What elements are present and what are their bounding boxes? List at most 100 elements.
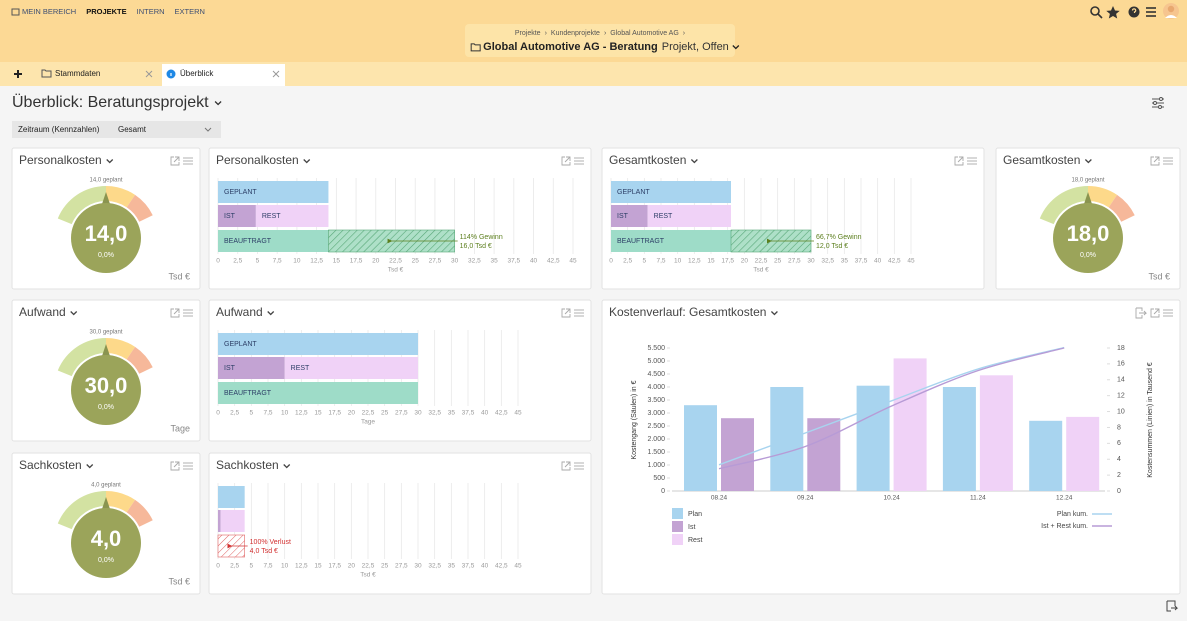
gauge-needle xyxy=(102,192,110,204)
gauge-unit: Tsd € xyxy=(168,271,190,281)
widget-settings-icon[interactable] xyxy=(183,462,193,470)
y-tick-label: 2.500 xyxy=(647,423,665,430)
x-tick-label: 20 xyxy=(348,563,356,570)
x-tick-label: 10 xyxy=(281,563,289,570)
y-tick-label: 0 xyxy=(661,488,665,495)
widget-open-icon[interactable] xyxy=(1150,156,1160,166)
nav-item[interactable]: PROJEKTE xyxy=(86,7,126,16)
x-tick-label: 37,5 xyxy=(462,563,475,570)
x-tick-label: 0 xyxy=(216,258,220,265)
tab-active[interactable] xyxy=(162,64,285,86)
page-settings-icon[interactable] xyxy=(1152,97,1164,109)
x-tick-label: 0 xyxy=(609,258,613,265)
widget-title: Aufwand xyxy=(216,305,263,319)
tab-close[interactable] xyxy=(145,70,153,78)
bar-label: REST xyxy=(291,365,310,372)
add-tab[interactable] xyxy=(14,70,22,78)
breadcrumb-item[interactable]: Kundenprojekte xyxy=(551,30,600,37)
widget-open-icon[interactable] xyxy=(561,156,571,166)
gauge-dial xyxy=(71,203,141,273)
x-tick-label: 35 xyxy=(448,410,456,417)
widget-open-icon[interactable] xyxy=(170,156,180,166)
widget-open-icon[interactable] xyxy=(561,308,571,318)
y2-tick-label: 10 xyxy=(1117,408,1125,415)
widget-settings-icon[interactable] xyxy=(574,309,584,317)
x-tick-label: 12,5 xyxy=(310,258,323,265)
gauge-needle xyxy=(102,344,110,356)
x-tick-label: 15 xyxy=(314,410,322,417)
widget-settings-icon[interactable] xyxy=(967,157,977,165)
widget-settings-icon[interactable] xyxy=(1163,309,1173,317)
x-axis-unit: Tsd € xyxy=(753,267,769,274)
x-tick-label: 30 xyxy=(451,258,459,265)
x-tick-label: 37,5 xyxy=(855,258,868,265)
gauge-value: 18,0 xyxy=(1067,221,1110,246)
widget-card xyxy=(208,452,592,595)
x-tick-label: 42,5 xyxy=(495,410,508,417)
x-tick-label: 7,5 xyxy=(263,563,272,570)
page-title: Überblick: Beratungsprojekt xyxy=(12,93,209,111)
gauge-value: 14,0 xyxy=(85,221,128,246)
widget-settings-icon[interactable] xyxy=(1163,157,1173,165)
widget-open-icon[interactable] xyxy=(170,461,180,471)
gauge-value: 30,0 xyxy=(85,373,128,398)
chevron-icon xyxy=(732,45,740,50)
bar-label: BEAUFTRAGT xyxy=(224,390,272,397)
widget-settings-icon[interactable] xyxy=(183,309,193,317)
gauge-band-yellow xyxy=(1088,186,1118,208)
bar-label: GEPLANT xyxy=(224,189,257,196)
chevron-icon xyxy=(214,101,222,106)
tab-close[interactable] xyxy=(272,70,280,78)
favorite-icon[interactable] xyxy=(1106,6,1120,19)
x-tick-label: 32,5 xyxy=(428,410,441,417)
nav-item[interactable]: INTERN xyxy=(137,7,165,16)
nav-item[interactable]: MEIN BEREICH xyxy=(22,7,76,16)
bar-actual xyxy=(611,205,648,227)
toolbar-icons xyxy=(1090,3,1179,19)
filter-value: Gesamt xyxy=(118,125,147,134)
widget-open-icon[interactable] xyxy=(1150,308,1160,318)
search-icon[interactable] xyxy=(1090,6,1100,16)
breadcrumb-item[interactable]: Projekte xyxy=(515,30,541,37)
cumulative-line xyxy=(718,347,1065,470)
x-tick-label: 45 xyxy=(907,258,915,265)
widget-open-icon[interactable] xyxy=(561,461,571,471)
widget-settings-icon[interactable] xyxy=(574,462,584,470)
x-tick-label: 10 xyxy=(281,410,289,417)
breadcrumb-separator: › xyxy=(604,30,607,37)
gauge-percent: 0,0% xyxy=(98,252,114,259)
x-tick-label: 30 xyxy=(807,258,815,265)
y2-tick-label: 16 xyxy=(1117,361,1125,368)
bar-planned xyxy=(611,181,731,203)
result-label: 16,0 Tsd € xyxy=(460,243,492,250)
x-tick-label: 15 xyxy=(314,563,322,570)
period-filter[interactable] xyxy=(12,121,221,138)
tab-label[interactable]: Überblick xyxy=(180,69,214,78)
y-tick-label: 4.000 xyxy=(647,384,665,391)
chevron-icon xyxy=(303,159,311,164)
gauge-planned-label: 4,0 geplant xyxy=(91,483,121,489)
gauge-band-orange xyxy=(126,194,153,222)
widget-open-icon[interactable] xyxy=(170,308,180,318)
x-tick-label: 7,5 xyxy=(263,410,272,417)
breadcrumb-item[interactable]: Global Automotive AG xyxy=(610,30,678,37)
x-tick-label: 08.24 xyxy=(711,495,728,502)
project-selector[interactable] xyxy=(465,24,735,57)
tab-label[interactable]: Stammdaten xyxy=(55,69,100,78)
chevron-icon xyxy=(204,127,212,132)
x-axis-unit: Tage xyxy=(361,419,375,426)
x-tick-label: 7,5 xyxy=(656,258,665,265)
filter-label: Zeitraum (Kennzahlen) xyxy=(18,125,100,134)
gauge-band-orange xyxy=(1108,194,1135,222)
widget-open-icon[interactable] xyxy=(954,156,964,166)
x-tick-label: 20 xyxy=(372,258,380,265)
nav-item[interactable]: EXTERN xyxy=(175,7,205,16)
widget-settings-icon[interactable] xyxy=(183,157,193,165)
export-icon[interactable] xyxy=(1166,600,1179,612)
x-tick-label: 35 xyxy=(490,258,498,265)
x-tick-label: 5 xyxy=(250,563,254,570)
breadcrumb-separator: › xyxy=(545,30,548,37)
widget-card xyxy=(601,299,1181,595)
y-tick-label: 1.500 xyxy=(647,449,665,456)
widget-settings-icon[interactable] xyxy=(574,157,584,165)
